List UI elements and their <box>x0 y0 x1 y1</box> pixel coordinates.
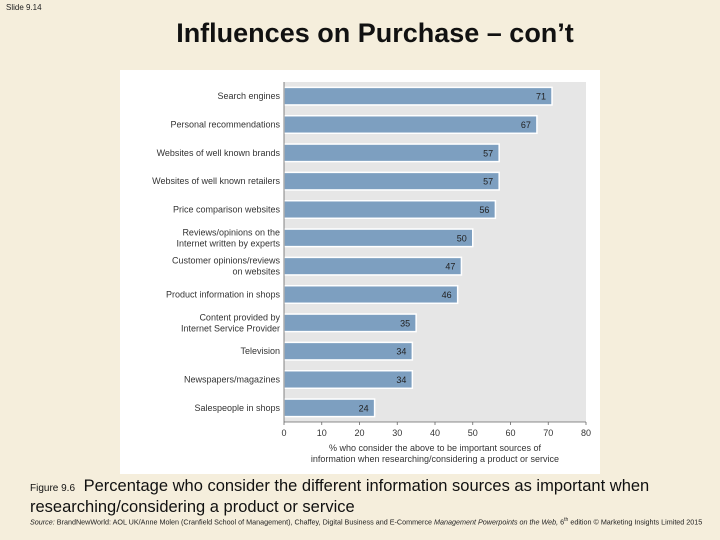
x-axis-label: % who consider the above to be important… <box>329 443 542 453</box>
source-label: Source: <box>30 517 55 527</box>
x-tick-label: 0 <box>281 428 286 438</box>
caption-text: Percentage who consider the different in… <box>30 477 650 516</box>
data-label: 71 <box>536 92 546 102</box>
bar <box>283 228 474 248</box>
x-tick-label: 20 <box>354 428 364 438</box>
bar <box>283 256 463 276</box>
category-label: Websites of well known retailers <box>152 176 280 186</box>
plot-area <box>284 82 586 422</box>
x-axis-label: information when researching/considering… <box>311 454 559 464</box>
bar <box>283 341 414 361</box>
x-tick-label: 10 <box>317 428 327 438</box>
category-label: Reviews/opinions on the <box>182 227 280 237</box>
category-label: Internet written by experts <box>176 238 280 248</box>
category-label: Content provided by <box>199 312 280 322</box>
category-label: Websites of well known brands <box>157 148 281 158</box>
x-tick-label: 50 <box>468 428 478 438</box>
source-edition-suffix: th <box>564 517 569 523</box>
data-label: 34 <box>396 375 406 385</box>
source-book: Management Powerpoints on the Web, <box>434 517 559 527</box>
bar <box>283 199 497 220</box>
bar <box>283 369 414 390</box>
source-edition-text: edition © Marketing Insights Limited 201… <box>570 517 703 527</box>
figure-caption: Figure 9.6 Percentage who consider the d… <box>30 477 710 517</box>
data-label: 34 <box>396 347 406 357</box>
data-label: 46 <box>442 290 452 300</box>
bar <box>283 313 417 333</box>
category-label: Newspapers/magazines <box>184 375 281 385</box>
x-tick-label: 70 <box>543 428 553 438</box>
source-text: BrandNewWorld: AOL UK/Anne Molen (Cranfi… <box>56 517 433 527</box>
category-label: Search engines <box>217 91 280 101</box>
data-label: 56 <box>479 205 489 215</box>
source-line: Source: BrandNewWorld: AOL UK/Anne Molen… <box>30 517 720 526</box>
source-edition-number: 6 <box>560 517 565 527</box>
x-tick-label: 30 <box>392 428 402 438</box>
category-label: Customer opinions/reviews <box>172 256 281 266</box>
x-tick-label: 40 <box>430 428 440 438</box>
data-label: 35 <box>400 318 410 328</box>
category-label: Salespeople in shops <box>194 403 280 413</box>
bar <box>283 171 500 191</box>
bar <box>283 284 459 305</box>
bar <box>283 114 538 135</box>
category-label: Personal recommendations <box>170 120 280 130</box>
bar <box>283 86 553 106</box>
category-label: Internet Service Provider <box>181 323 280 333</box>
data-label: 67 <box>521 120 531 130</box>
data-label: 24 <box>359 403 369 413</box>
chart: 71 Search engines 67 Personal recommendatio… <box>120 70 600 474</box>
figure-number: Figure 9.6 <box>30 483 76 494</box>
category-label: Television <box>240 346 280 356</box>
category-label: Price comparison websites <box>173 205 281 215</box>
slide-title: Influences on Purchase – con’t <box>176 18 574 48</box>
category-label: on websites <box>232 267 280 277</box>
bar-chart-svg: 71 Search engines 67 Personal recommendatio… <box>152 82 591 464</box>
bar <box>283 143 500 163</box>
data-label: 47 <box>445 262 455 272</box>
category-label: Product information in shops <box>166 290 281 300</box>
slide-number: Slide 9.14 <box>6 3 42 12</box>
data-label: 50 <box>457 233 467 243</box>
data-label: 57 <box>483 177 493 187</box>
x-tick-label: 60 <box>505 428 515 438</box>
x-tick-label: 80 <box>581 428 591 438</box>
data-label: 57 <box>483 148 493 158</box>
